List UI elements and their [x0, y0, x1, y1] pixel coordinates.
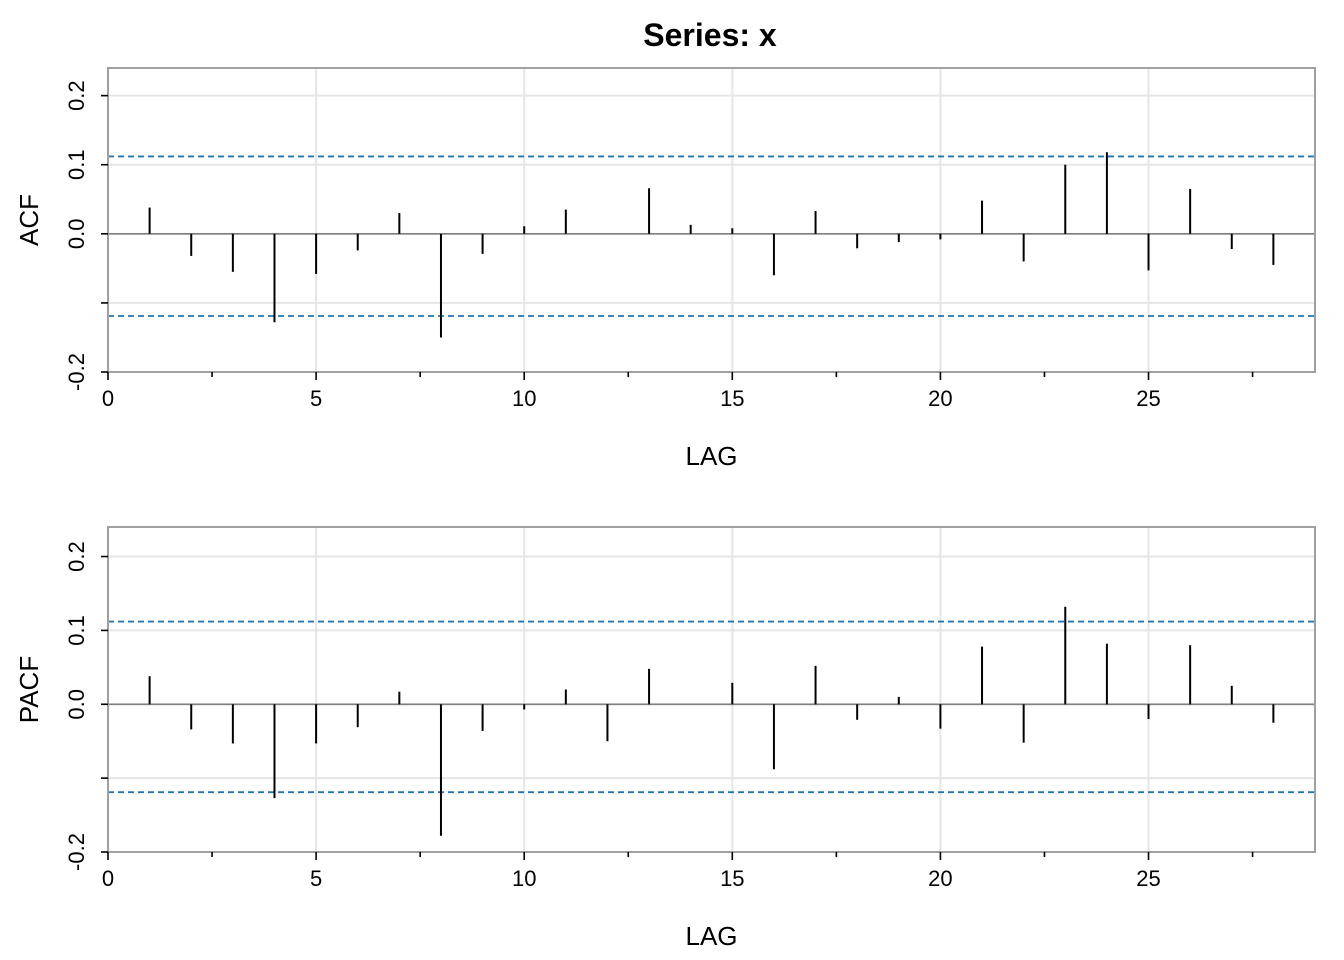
y-axis-label: ACF [14, 194, 44, 246]
pacf-panel: 0 5 10 15 20 25 -0.2 0.0 0.1 0.2 LAG PACF [14, 526, 1316, 951]
y-tick-label: 0.2 [64, 541, 89, 572]
x-tick-label: 10 [512, 386, 536, 411]
x-tick-label: 20 [928, 866, 952, 891]
plot-frame [107, 526, 1316, 853]
y-tick-label: 0.0 [64, 219, 89, 250]
x-tick-label: 15 [720, 866, 744, 891]
x-tick-label: 15 [720, 386, 744, 411]
x-axis-label: LAG [685, 921, 737, 951]
x-tick-label: 25 [1136, 866, 1160, 891]
x-axis-label: LAG [685, 441, 737, 471]
plot-frame [107, 67, 1316, 373]
y-axis-label: PACF [14, 656, 44, 723]
acf-panel: 0 5 10 15 20 25 -0.2 0.0 0.1 0.2 LAG ACF [14, 67, 1316, 471]
x-tick-label: 0 [102, 386, 114, 411]
y-tick-label: 0.1 [64, 615, 89, 646]
y-tick-label: -0.2 [64, 353, 89, 391]
x-tick-label: 25 [1136, 386, 1160, 411]
x-tick-label: 5 [310, 386, 322, 411]
y-tick-label: 0.0 [64, 689, 89, 720]
y-tick-label: -0.2 [64, 833, 89, 871]
x-tick-label: 10 [512, 866, 536, 891]
y-tick-label: 0.2 [64, 80, 89, 111]
x-tick-label: 0 [102, 866, 114, 891]
figure-title: Series: x [643, 17, 777, 53]
y-tick-label: 0.1 [64, 149, 89, 180]
x-tick-label: 20 [928, 386, 952, 411]
x-tick-label: 5 [310, 866, 322, 891]
